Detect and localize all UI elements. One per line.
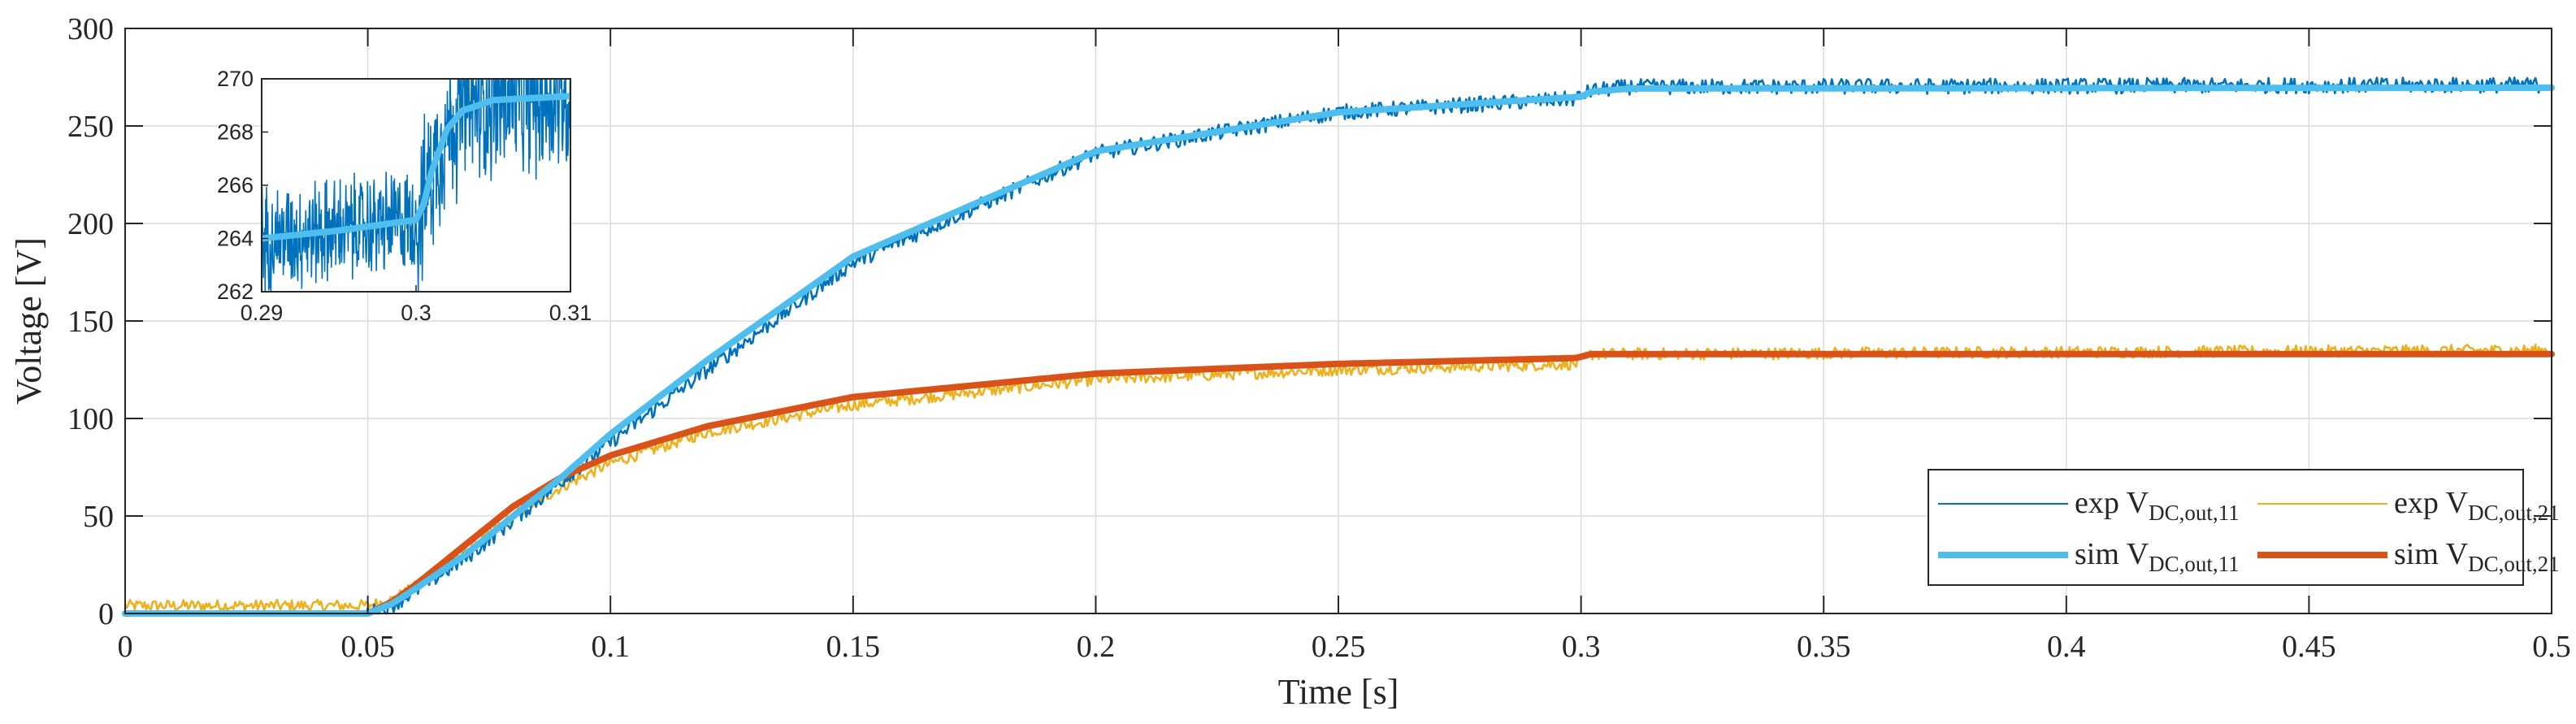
x-tick-label: 0.4 bbox=[2047, 630, 2086, 664]
inset-y-tick-label: 268 bbox=[217, 120, 254, 145]
y-tick-label: 300 bbox=[67, 12, 114, 46]
legend-entry-exp-11: exp VDC,out,11 bbox=[1938, 486, 2240, 525]
inset-y-tick-label: 264 bbox=[217, 227, 254, 251]
inset-y-tick-label: 266 bbox=[217, 173, 254, 197]
x-tick-label: 0.2 bbox=[1077, 630, 1116, 664]
legend-sub-sim-21: DC,out,21 bbox=[2468, 552, 2560, 576]
legend-label-exp-11: exp V bbox=[2075, 486, 2149, 520]
legend-label-sim-21: sim V bbox=[2394, 537, 2469, 571]
legend-entry-sim-21: sim VDC,out,21 bbox=[2257, 537, 2560, 576]
x-tick-label: 0.3 bbox=[1562, 630, 1601, 664]
y-tick-label: 100 bbox=[67, 402, 114, 436]
y-axis-label: Voltage [V] bbox=[9, 237, 49, 405]
series-line-sim-V-3 bbox=[122, 350, 2555, 617]
y-tick-label: 250 bbox=[67, 110, 114, 144]
x-tick-label: 0.35 bbox=[1797, 630, 1851, 664]
series-line-exp-V-0 bbox=[124, 76, 2553, 615]
legend-label-sim-11: sim V bbox=[2075, 537, 2149, 571]
inset-sim-line bbox=[262, 93, 570, 242]
legend-sub-sim-11: DC,out,11 bbox=[2149, 552, 2240, 576]
x-tick-label: 0.05 bbox=[340, 630, 395, 664]
svg-text:sim VDC,out,21: sim VDC,out,21 bbox=[2394, 537, 2560, 576]
inset-y-tick-label: 262 bbox=[217, 280, 254, 304]
legend-label-exp-21: exp V bbox=[2394, 486, 2469, 520]
y-tick-label: 150 bbox=[67, 305, 114, 339]
inset-x-tick-label: 0.29 bbox=[241, 301, 284, 325]
x-tick-label: 0.1 bbox=[591, 630, 630, 664]
legend-entry-sim-11: sim VDC,out,11 bbox=[1938, 537, 2240, 576]
x-tick-label: 0.25 bbox=[1312, 630, 1366, 664]
y-tick-label: 0 bbox=[98, 597, 114, 631]
x-tick-label: 0 bbox=[118, 630, 133, 664]
main-ticks: 0 0.05 0.1 0.15 0.2 0.25 0.3 0.35 0.4 0.45 0.5 0 50 1… bbox=[67, 12, 2571, 664]
series-line-sim-V-2 bbox=[122, 85, 2555, 617]
inset-series bbox=[262, 79, 570, 292]
legend-box bbox=[1928, 469, 2524, 586]
zoom-inset: 0.29 0.3 0.31 262 264 266 268 270 bbox=[217, 67, 592, 325]
inset-x-tick-label: 0.3 bbox=[401, 301, 432, 325]
legend: exp VDC,out,11 exp VDC,out,21 sim VDC,ou… bbox=[1928, 469, 2560, 586]
inset-ticks: 0.29 0.3 0.31 262 264 266 268 270 bbox=[217, 67, 592, 325]
y-tick-label: 50 bbox=[83, 500, 114, 534]
inset-x-tick-label: 0.31 bbox=[549, 301, 592, 325]
x-tick-label: 0.45 bbox=[2282, 630, 2336, 664]
y-tick-label: 200 bbox=[67, 207, 114, 241]
svg-text:exp VDC,out,11: exp VDC,out,11 bbox=[2075, 486, 2240, 525]
main-series bbox=[122, 76, 2555, 617]
legend-sub-exp-21: DC,out,21 bbox=[2468, 501, 2560, 525]
legend-entry-exp-21: exp VDC,out,21 bbox=[2257, 486, 2560, 525]
svg-text:sim VDC,out,11: sim VDC,out,11 bbox=[2075, 537, 2240, 576]
inset-y-tick-label: 270 bbox=[217, 67, 254, 91]
x-tick-label: 0.15 bbox=[826, 630, 881, 664]
x-axis-label: Time [s] bbox=[1278, 672, 1399, 712]
legend-sub-exp-11: DC,out,11 bbox=[2149, 501, 2240, 525]
svg-text:exp VDC,out,21: exp VDC,out,21 bbox=[2394, 486, 2560, 525]
x-tick-label: 0.5 bbox=[2532, 630, 2571, 664]
